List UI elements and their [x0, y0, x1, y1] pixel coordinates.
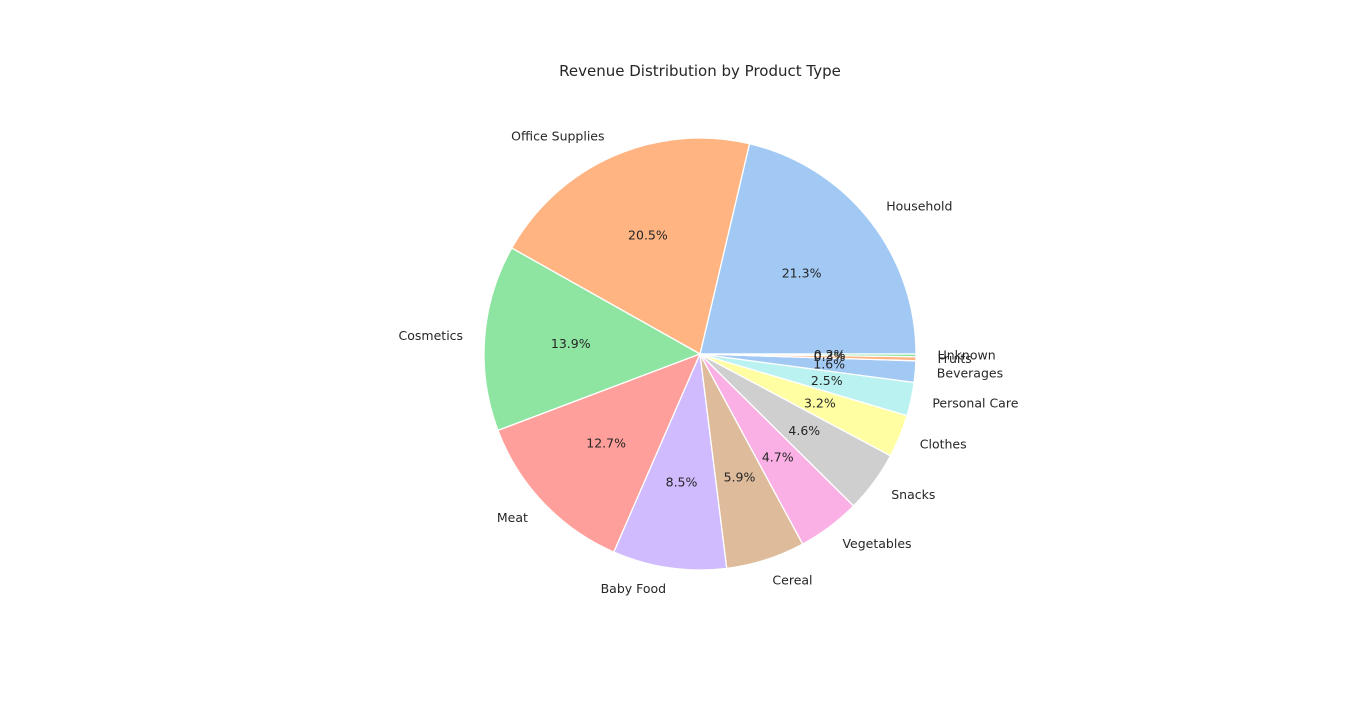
category-label-snacks: Snacks — [891, 487, 935, 502]
pie-slice-meat — [497, 352, 702, 553]
pie-slice-household — [699, 142, 917, 355]
percent-label-beverages: 1.6% — [813, 357, 845, 372]
pie-slices — [483, 137, 917, 571]
pie-labels: Household 21.3% Office Supplies 20.5% Cosmet… — [399, 128, 1019, 596]
category-label-beverages: Beverages — [937, 365, 1003, 380]
percent-label-vegetables: 4.7% — [762, 450, 794, 465]
pie-slice-cosmetics — [483, 247, 702, 432]
pie-slice-baby-food — [612, 351, 728, 571]
percent-label-cosmetics: 13.9% — [551, 336, 591, 351]
percent-label-baby-food: 8.5% — [666, 474, 698, 489]
percent-label-meat: 12.7% — [586, 435, 626, 450]
percent-label-fruits: 0.3% — [814, 349, 846, 364]
percent-label-personal-care: 2.5% — [811, 373, 843, 388]
pie-slice-unknown — [699, 353, 917, 358]
category-label-cereal: Cereal — [772, 572, 812, 587]
category-label-vegetables: Vegetables — [842, 536, 911, 551]
category-label-meat: Meat — [497, 510, 528, 525]
category-label-office-supplies: Office Supplies — [511, 128, 604, 143]
percent-label-unknown: 0.2% — [814, 347, 846, 362]
category-label-baby-food: Baby Food — [601, 581, 667, 596]
category-label-clothes: Clothes — [920, 436, 967, 451]
category-label-personal-care: Personal Care — [932, 396, 1018, 411]
category-label-household: Household — [886, 198, 952, 213]
pie-slice-office-supplies — [510, 137, 751, 355]
percent-label-office-supplies: 20.5% — [628, 227, 668, 242]
percent-label-clothes: 3.2% — [804, 395, 836, 410]
percent-label-cereal: 5.9% — [724, 469, 756, 484]
chart-title: Revenue Distribution by Product Type — [559, 62, 841, 80]
percent-label-snacks: 4.6% — [788, 423, 820, 438]
category-label-fruits: Fruits — [938, 351, 972, 366]
category-label-unknown: Unknown — [938, 347, 996, 362]
percent-label-household: 21.3% — [782, 266, 822, 281]
category-label-cosmetics: Cosmetics — [399, 328, 464, 343]
